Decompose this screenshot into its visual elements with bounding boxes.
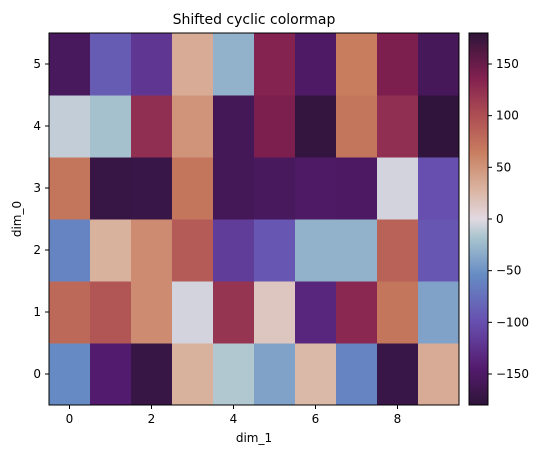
heatmap-cell <box>90 343 132 406</box>
heatmap-cell <box>49 33 91 96</box>
heatmap-cell <box>172 219 214 282</box>
colorbar-tick-label: 100 <box>496 109 519 123</box>
heatmap-cell <box>295 95 337 158</box>
x-tick-label: 0 <box>66 412 74 426</box>
heatmap-cell <box>213 281 255 344</box>
heatmap-cell <box>418 219 460 282</box>
y-tick-label: 1 <box>33 305 41 319</box>
heatmap-cell <box>172 281 214 344</box>
x-tick-label: 2 <box>148 412 156 426</box>
heatmap-cell <box>49 95 91 158</box>
heatmap-cell <box>131 281 173 344</box>
heatmap-cell <box>336 157 378 220</box>
heatmap-cell <box>377 33 419 96</box>
y-tick-label: 3 <box>33 181 41 195</box>
heatmap-cell <box>254 33 296 96</box>
heatmap-cell <box>418 95 460 158</box>
heatmap-cell <box>377 219 419 282</box>
heatmap-cell <box>131 95 173 158</box>
heatmap-cell <box>172 157 214 220</box>
heatmap-cell <box>213 343 255 406</box>
heatmap-cell <box>213 33 255 96</box>
heatmap-cell <box>377 95 419 158</box>
heatmap-cell <box>213 219 255 282</box>
heatmap-cells <box>49 33 460 406</box>
y-tick-label: 0 <box>33 367 41 381</box>
heatmap-cell <box>172 33 214 96</box>
heatmap-cell <box>418 343 460 406</box>
colorbar-tick-label: −150 <box>496 367 529 381</box>
heatmap-cell <box>254 95 296 158</box>
heatmap-cell <box>295 343 337 406</box>
heatmap-cell <box>254 281 296 344</box>
heatmap-cell <box>377 157 419 220</box>
heatmap-cell <box>90 95 132 158</box>
heatmap-cell <box>131 157 173 220</box>
plot-frame <box>48 32 460 406</box>
heatmap-cell <box>254 157 296 220</box>
colorbar-tick-label: −100 <box>496 315 529 329</box>
chart-title: Shifted cyclic colormap <box>173 12 336 28</box>
y-axis-ticks: 0 1 2 3 4 5 <box>33 57 49 381</box>
heatmap-cell <box>172 343 214 406</box>
x-axis-ticks: 0 2 4 6 8 <box>66 405 402 426</box>
heatmap-cell <box>90 157 132 220</box>
colorbar-tick-label: 0 <box>496 212 504 226</box>
heatmap-cell <box>49 281 91 344</box>
x-tick-label: 6 <box>312 412 320 426</box>
colorbar-tick-label: −50 <box>496 264 521 278</box>
heatmap-cell <box>336 33 378 96</box>
heatmap-cell <box>254 343 296 406</box>
heatmap-cell <box>418 33 460 96</box>
y-axis-label: dim_0 <box>10 201 24 237</box>
heatmap-cell <box>336 95 378 158</box>
x-tick-label: 4 <box>230 412 238 426</box>
heatmap-cell <box>49 343 91 406</box>
heatmap-cell <box>418 281 460 344</box>
x-tick-label: 8 <box>394 412 402 426</box>
colorbar-tick-label: 150 <box>496 57 519 71</box>
heatmap-cell <box>213 95 255 158</box>
colorbar <box>468 32 489 406</box>
heatmap-cell <box>336 219 378 282</box>
heatmap-cell <box>131 343 173 406</box>
heatmap-cell <box>172 95 214 158</box>
heatmap-cell <box>336 281 378 344</box>
heatmap-cell <box>336 343 378 406</box>
colorbar-tick-label: 50 <box>496 160 511 174</box>
heatmap-cell <box>377 281 419 344</box>
heatmap-cell <box>90 219 132 282</box>
heatmap-cell <box>418 157 460 220</box>
colorbar-ticks: 150 100 50 0 −50 −100 −150 <box>488 57 529 381</box>
heatmap-cell <box>90 33 132 96</box>
y-tick-label: 5 <box>33 57 41 71</box>
heatmap-cell <box>131 33 173 96</box>
y-tick-label: 4 <box>33 119 41 133</box>
x-axis-label: dim_1 <box>236 431 272 445</box>
y-tick-label: 2 <box>33 243 41 257</box>
heatmap-cell <box>295 281 337 344</box>
heatmap-cell <box>49 219 91 282</box>
heatmap-cell <box>295 219 337 282</box>
heatmap-cell <box>377 343 419 406</box>
heatmap-cell <box>131 219 173 282</box>
heatmap-cell <box>295 157 337 220</box>
heatmap-cell <box>254 219 296 282</box>
heatmap-cell <box>90 281 132 344</box>
heatmap-cell <box>49 157 91 220</box>
heatmap-cell <box>213 157 255 220</box>
heatmap-cell <box>295 33 337 96</box>
